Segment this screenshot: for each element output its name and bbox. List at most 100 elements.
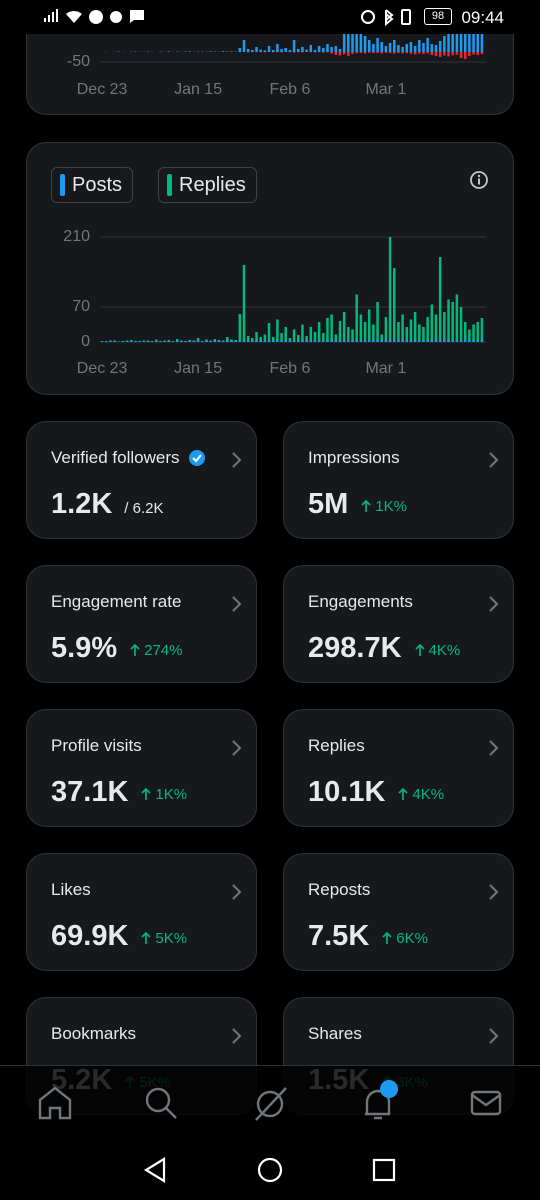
up-arrow xyxy=(382,931,392,944)
bar xyxy=(380,334,383,342)
bar xyxy=(292,52,296,53)
bar xyxy=(393,268,396,342)
metric-label: Engagements xyxy=(308,592,413,612)
bar xyxy=(209,341,212,342)
bar xyxy=(430,52,434,55)
bar xyxy=(443,340,446,342)
bar xyxy=(459,52,463,58)
bar xyxy=(367,52,371,53)
metric-card[interactable]: Engagement rate 5.9% 274% xyxy=(26,565,257,683)
bar xyxy=(305,336,308,342)
metric-card[interactable]: Replies 10.1K 4K% xyxy=(283,709,514,827)
bar xyxy=(171,341,175,342)
bar xyxy=(246,336,250,342)
metric-label: Reposts xyxy=(308,880,370,900)
bar xyxy=(338,52,342,56)
metric-change: 274% xyxy=(129,642,182,659)
bar xyxy=(430,304,434,342)
metric-card[interactable]: Reposts 7.5K 6K% xyxy=(283,853,514,971)
bar xyxy=(326,318,329,342)
bar xyxy=(121,341,125,342)
bar xyxy=(284,48,287,52)
bar xyxy=(196,341,200,342)
bar xyxy=(251,341,254,342)
bar xyxy=(363,36,367,52)
bar xyxy=(426,339,429,342)
bar xyxy=(334,334,338,342)
metric-label: Profile visits xyxy=(51,736,142,756)
metric-value: 298.7K xyxy=(308,632,402,664)
metric-value: 10.1K xyxy=(308,776,386,808)
metric-card[interactable]: Profile visits 37.1K 1K% xyxy=(26,709,257,827)
info-icon[interactable] xyxy=(468,169,490,191)
bar xyxy=(309,45,313,52)
metric-value: 69.9K xyxy=(51,920,129,952)
bar xyxy=(322,340,325,342)
bar xyxy=(434,45,438,52)
metric-value: 5M xyxy=(308,488,349,520)
bar xyxy=(409,340,413,342)
legend-posts[interactable]: Posts xyxy=(51,167,134,203)
bar xyxy=(242,340,246,342)
bar xyxy=(313,340,317,342)
back-button[interactable] xyxy=(143,1157,166,1183)
bar xyxy=(130,340,133,342)
metric-change: 4K% xyxy=(414,642,460,659)
bar xyxy=(397,340,400,342)
bar xyxy=(426,38,429,52)
bar xyxy=(397,322,400,342)
home-button[interactable] xyxy=(257,1157,283,1183)
metric-card[interactable]: Verified followers 1.2K / 6.2K xyxy=(26,421,257,539)
bar xyxy=(238,314,242,342)
bar xyxy=(363,52,367,54)
metric-change-text: 5K% xyxy=(155,929,188,947)
bar xyxy=(242,40,246,52)
metric-card[interactable]: Likes 69.9K 5K% xyxy=(26,853,257,971)
bar xyxy=(355,52,358,54)
bar xyxy=(213,339,217,342)
notifications-icon[interactable] xyxy=(365,1089,391,1120)
bar xyxy=(342,52,346,55)
bar xyxy=(146,340,150,342)
messages-icon[interactable] xyxy=(470,1090,502,1116)
metric-label: Verified followers xyxy=(51,448,206,468)
bar xyxy=(413,52,417,55)
search-icon[interactable] xyxy=(145,1087,177,1119)
chevron xyxy=(232,884,242,900)
bar xyxy=(476,322,479,342)
legend-swatch xyxy=(167,174,172,196)
bar xyxy=(246,340,250,342)
metric-change: 1K% xyxy=(140,786,187,803)
bar xyxy=(363,340,367,342)
bar xyxy=(288,340,292,342)
bar xyxy=(472,324,475,342)
bar xyxy=(455,294,459,342)
chevron-wrap xyxy=(487,738,501,763)
metric-card[interactable]: Engagements 298.7K 4K% xyxy=(283,565,514,683)
bar xyxy=(434,339,438,342)
y-tick-label: -50 xyxy=(67,53,90,70)
bar xyxy=(317,322,321,342)
grok-icon[interactable] xyxy=(255,1087,287,1121)
bar xyxy=(230,340,233,342)
bar xyxy=(372,52,375,54)
bar xyxy=(372,324,375,342)
metric-change: 5K% xyxy=(140,930,187,947)
bar xyxy=(468,16,471,52)
bar xyxy=(355,294,358,342)
bar xyxy=(472,28,475,52)
bar xyxy=(359,22,363,52)
bar xyxy=(409,319,413,342)
bar xyxy=(292,40,296,52)
home-icon[interactable] xyxy=(38,1086,72,1120)
metric-card[interactable]: Impressions 5M 1K% xyxy=(283,421,514,539)
bar xyxy=(459,307,463,342)
bar xyxy=(246,49,250,52)
metric-change: 1K% xyxy=(360,498,407,515)
recents-button[interactable] xyxy=(372,1158,396,1182)
legend-replies[interactable]: Replies xyxy=(158,167,257,203)
bar xyxy=(438,257,442,342)
bar xyxy=(434,314,438,342)
bar xyxy=(430,44,434,52)
bar xyxy=(463,322,467,342)
